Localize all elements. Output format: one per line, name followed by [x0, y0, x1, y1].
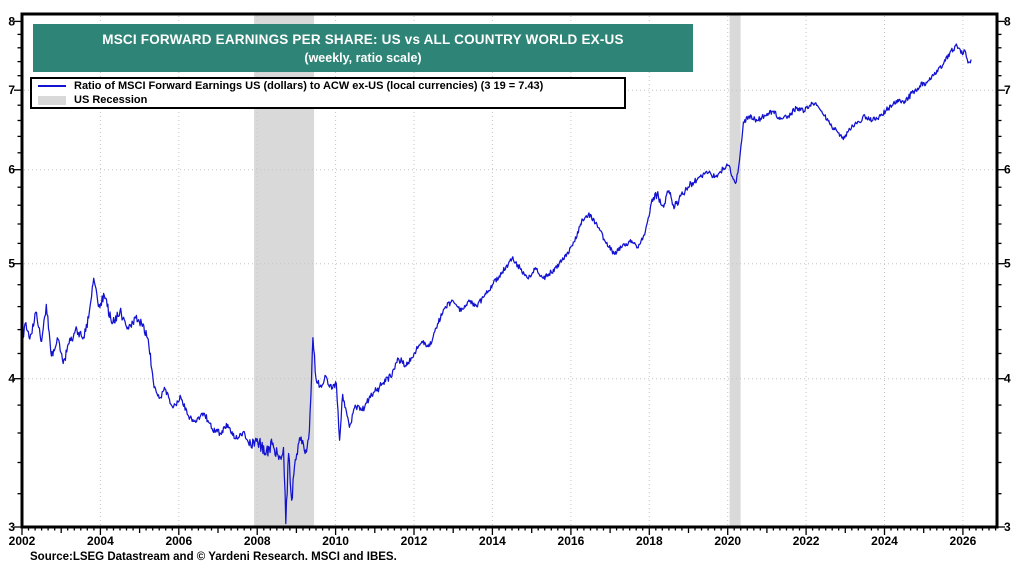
svg-text:2010: 2010 [322, 534, 349, 548]
series-legend-label: Ratio of MSCI Forward Earnings US (dolla… [74, 79, 544, 92]
legend-row-recession: US Recession [32, 94, 624, 108]
x-axis-labels: 2002 2004 2006 2008 2010 2012 2014 2016 2018 2020… [9, 534, 977, 548]
svg-text:2004: 2004 [87, 534, 114, 548]
svg-text:2020: 2020 [714, 534, 741, 548]
ratio-data-line [21, 43, 972, 525]
svg-text:3: 3 [1004, 520, 1011, 534]
svg-text:8: 8 [8, 14, 15, 28]
svg-text:2016: 2016 [558, 534, 585, 548]
svg-text:4: 4 [8, 372, 15, 386]
svg-text:4: 4 [1004, 372, 1011, 386]
source-attribution: Source:LSEG Datastream and © Yardeni Res… [30, 551, 397, 563]
svg-text:7: 7 [1004, 83, 1011, 97]
chart-title: MSCI FORWARD EARNINGS PER SHARE: US vs A… [102, 32, 624, 48]
svg-text:6: 6 [8, 163, 15, 177]
svg-text:5: 5 [8, 257, 15, 271]
plot-frame [20, 12, 999, 529]
chart-subtitle: (weekly, ratio scale) [304, 50, 422, 65]
legend-box-swatch-wrap [38, 95, 66, 105]
recession-swatch [38, 95, 66, 105]
legend-box: Ratio of MSCI Forward Earnings US (dolla… [30, 77, 626, 109]
svg-text:2012: 2012 [401, 534, 428, 548]
series-line-swatch [38, 84, 66, 87]
svg-text:2022: 2022 [793, 534, 820, 548]
svg-text:7: 7 [8, 83, 15, 97]
legend-row-series: Ratio of MSCI Forward Earnings US (dolla… [32, 79, 624, 93]
svg-text:3: 3 [8, 520, 15, 534]
svg-text:8: 8 [1004, 14, 1011, 28]
svg-text:5: 5 [1004, 257, 1011, 271]
svg-text:2002: 2002 [9, 534, 36, 548]
svg-text:6: 6 [1004, 163, 1011, 177]
svg-text:2008: 2008 [244, 534, 271, 548]
svg-text:2018: 2018 [636, 534, 663, 548]
y-axis-labels: 3 3 4 4 5 5 6 6 7 7 8 8 [8, 14, 1011, 534]
svg-text:2024: 2024 [871, 534, 898, 548]
recession-legend-label: US Recession [74, 94, 148, 107]
svg-text:2014: 2014 [479, 534, 506, 548]
svg-text:2006: 2006 [165, 534, 192, 548]
legend-line-swatch-wrap [38, 84, 66, 87]
chart-title-box: MSCI FORWARD EARNINGS PER SHARE: US vs A… [33, 24, 693, 72]
svg-text:2026: 2026 [950, 534, 977, 548]
